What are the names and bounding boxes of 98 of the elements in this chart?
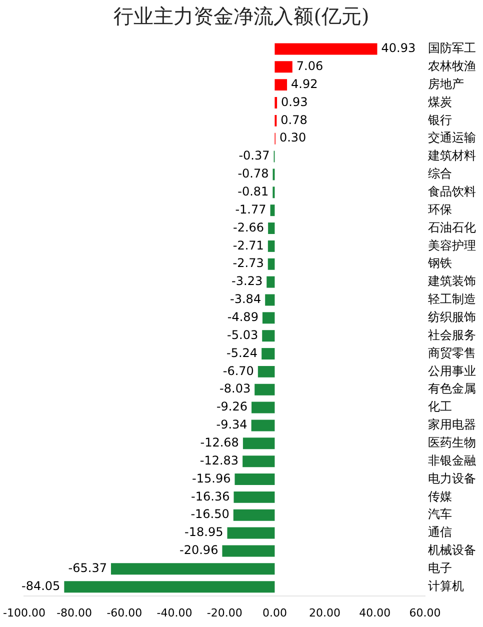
y-tick-label: 食品饮料 <box>428 184 476 199</box>
bar <box>274 61 292 73</box>
bar <box>234 491 275 503</box>
data-label: -15.96 <box>192 471 231 486</box>
bar <box>268 240 275 252</box>
bar <box>262 330 275 342</box>
x-tick-label: 20.00 <box>309 606 341 620</box>
bar <box>64 581 275 593</box>
data-label: -16.36 <box>191 489 230 504</box>
y-tick-label: 计算机 <box>428 578 464 593</box>
bar <box>233 509 275 521</box>
bar <box>242 456 275 468</box>
y-tick-label: 电力设备 <box>428 471 476 486</box>
bar <box>242 438 275 450</box>
bar <box>268 222 275 234</box>
y-tick-label: 综合 <box>428 166 452 181</box>
bar <box>254 384 275 396</box>
y-tick-label: 环保 <box>428 202 452 216</box>
x-tick-label: 60.00 <box>409 606 441 620</box>
y-tick-label: 轻工制造 <box>428 292 476 306</box>
bar <box>274 97 278 108</box>
data-label: -9.34 <box>216 418 248 432</box>
y-tick-label: 房地产 <box>428 76 464 91</box>
y-tick-label: 农林牧渔 <box>428 59 476 74</box>
bar <box>274 79 288 91</box>
data-label: -6.70 <box>222 364 254 378</box>
y-tick-label: 纺织服饰 <box>428 310 476 324</box>
y-tick-label: 通信 <box>428 525 452 540</box>
data-label: -20.96 <box>180 543 218 558</box>
x-tick-label: -80.00 <box>56 606 92 620</box>
data-label: -1.77 <box>235 202 266 216</box>
data-label: -3.84 <box>230 292 262 306</box>
bar <box>268 258 275 270</box>
data-label: -18.95 <box>184 525 224 540</box>
bar <box>262 348 275 360</box>
data-label: -3.23 <box>232 274 263 288</box>
y-tick-label: 社会服务 <box>428 328 476 342</box>
data-label: -4.89 <box>227 310 258 324</box>
data-label: -16.50 <box>190 507 230 522</box>
data-label: -65.37 <box>68 561 107 576</box>
y-tick-label: 银行 <box>427 112 452 127</box>
y-tick-label: 石油石化 <box>428 220 476 234</box>
data-label: -84.05 <box>21 578 60 593</box>
data-label: -2.66 <box>232 220 264 234</box>
data-label: -2.71 <box>232 238 264 252</box>
bar <box>265 294 275 306</box>
bar <box>110 563 275 575</box>
y-tick-label: 汽车 <box>428 507 452 522</box>
bar <box>251 420 275 432</box>
x-tick-label: 0.00 <box>262 606 287 620</box>
y-tick-label: 公用事业 <box>428 364 476 378</box>
data-label: -12.68 <box>200 436 239 450</box>
data-label: -0.81 <box>238 184 269 199</box>
y-tick-label: 机械设备 <box>428 543 476 558</box>
data-label: 0.78 <box>280 112 308 127</box>
data-label: -9.26 <box>216 400 248 414</box>
chart-title: 行业主力资金净流入额(亿元) <box>114 4 370 28</box>
bar <box>262 312 275 324</box>
data-label: -5.24 <box>226 346 258 360</box>
x-tick-label: -40.00 <box>156 606 192 620</box>
bar <box>258 366 275 378</box>
x-tick-label: -20.00 <box>206 606 242 620</box>
y-tick-label: 化工 <box>428 400 452 414</box>
data-label: -5.03 <box>227 328 258 342</box>
bar <box>222 545 275 557</box>
bar <box>274 43 378 55</box>
y-tick-label: 交通运输 <box>428 130 476 145</box>
data-label: 40.93 <box>381 41 416 56</box>
y-tick-label: 钢铁 <box>427 256 452 270</box>
bar <box>234 474 275 485</box>
data-label: -12.83 <box>200 453 239 468</box>
bar <box>252 402 275 414</box>
data-label: -0.78 <box>238 166 269 181</box>
bar <box>270 204 275 216</box>
data-label: 4.92 <box>291 76 318 91</box>
x-tick-label: -60.00 <box>106 606 142 620</box>
y-tick-label: 建筑材料 <box>427 148 476 163</box>
bar <box>227 527 275 539</box>
y-tick-label: 传媒 <box>428 489 452 504</box>
data-label: 0.30 <box>279 130 306 145</box>
y-tick-label: 医药生物 <box>428 436 476 450</box>
y-tick-label: 商贸零售 <box>428 346 476 360</box>
data-label: 7.06 <box>296 59 324 74</box>
data-label: 0.93 <box>281 94 308 109</box>
bar <box>266 276 275 288</box>
y-tick-label: 建筑装饰 <box>427 274 476 288</box>
y-tick-label: 电子 <box>428 561 452 576</box>
y-tick-label: 家用电器 <box>428 418 476 432</box>
x-tick-label: 40.00 <box>359 606 391 620</box>
data-label: -8.03 <box>220 382 251 396</box>
y-tick-label: 煤炭 <box>428 94 452 109</box>
data-label: -0.37 <box>238 148 270 163</box>
y-tick-label: 美容护理 <box>428 238 476 252</box>
x-tick-label: -100.00 <box>2 606 46 620</box>
y-tick-label: 有色金属 <box>428 382 476 396</box>
y-tick-label: 国防军工 <box>428 41 476 56</box>
y-tick-label: 非银金融 <box>428 453 476 468</box>
data-label: -2.73 <box>232 256 264 270</box>
